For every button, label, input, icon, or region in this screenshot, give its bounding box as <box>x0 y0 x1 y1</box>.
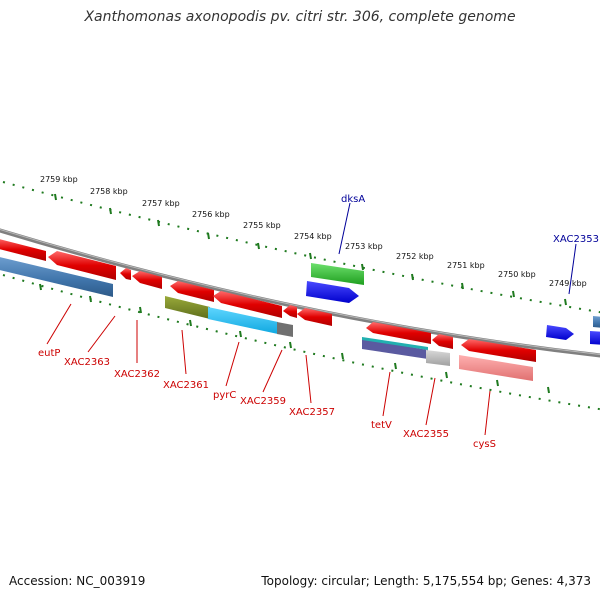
kbp-label: 2751 kbp <box>447 261 485 270</box>
kbp-label: 2755 kbp <box>243 221 281 230</box>
kbp-label: 2757 kbp <box>142 199 180 208</box>
gene-bar[interactable] <box>277 322 293 337</box>
gene-bar[interactable] <box>362 339 428 359</box>
inner-scale-dots <box>2 274 600 411</box>
gene-arrow[interactable] <box>132 271 162 289</box>
gene-arrow[interactable] <box>366 322 431 344</box>
label-leaders <box>46 202 577 436</box>
gene-bar[interactable] <box>311 263 364 285</box>
gene-label-XAC2353[interactable]: XAC2353 <box>553 234 599 245</box>
topology-text: Topology: circular; Length: 5,175,554 bp… <box>261 574 591 588</box>
gene-label-tetV[interactable]: tetV <box>371 420 392 431</box>
inner-major-ticks <box>39 283 550 394</box>
kbp-label: 2750 kbp <box>498 270 536 279</box>
kbp-label: 2753 kbp <box>345 242 383 251</box>
gene-label-XAC2357[interactable]: XAC2357 <box>289 407 335 418</box>
gene-arrow[interactable] <box>461 339 536 362</box>
strand-line <box>0 228 600 358</box>
gene-label-XAC2355[interactable]: XAC2355 <box>403 429 449 440</box>
gene-labels: eutP XAC2363 XAC2362 XAC2361 pyrC XAC235… <box>38 194 599 450</box>
gene-bar[interactable] <box>165 296 210 319</box>
gene-bar[interactable] <box>459 355 533 381</box>
gene-label-XAC2359[interactable]: XAC2359 <box>240 396 286 407</box>
gene-bar[interactable] <box>208 307 278 334</box>
gene-arrow[interactable] <box>0 238 46 261</box>
forward-strand-genes <box>306 263 600 345</box>
kbp-label: 2756 kbp <box>192 210 230 219</box>
gene-label-XAC2362[interactable]: XAC2362 <box>114 369 160 380</box>
gene-bar[interactable] <box>362 337 428 350</box>
gene-arrow[interactable] <box>297 308 332 326</box>
gene-bar[interactable] <box>593 316 600 328</box>
genome-title: Xanthomonas axonopodis pv. citri str. 30… <box>84 9 516 25</box>
kbp-labels: 2759 kbp 2758 kbp 2757 kbp 2756 kbp 2755… <box>40 175 587 288</box>
strand-line-highlight <box>0 228 600 355</box>
gene-label-XAC2361[interactable]: XAC2361 <box>163 380 209 391</box>
kbp-label: 2754 kbp <box>294 232 332 241</box>
gene-bar[interactable] <box>426 350 450 366</box>
reverse-strand-genes <box>0 238 536 362</box>
outer-scale-dots <box>2 181 600 314</box>
accession-text: Accession: NC_003919 <box>9 574 146 588</box>
kbp-label: 2749 kbp <box>549 279 587 288</box>
gene-label-dksA[interactable]: dksA <box>341 194 365 205</box>
gene-arrow[interactable] <box>283 305 297 318</box>
gene-arrow[interactable] <box>306 281 359 303</box>
kbp-label: 2758 kbp <box>90 187 128 196</box>
kbp-label: 2759 kbp <box>40 175 78 184</box>
gene-arrow[interactable] <box>432 334 453 349</box>
reverse-strand-bars <box>0 256 533 381</box>
gene-bar[interactable] <box>590 331 600 345</box>
gene-label-eutP[interactable]: eutP <box>38 348 60 359</box>
gene-label-pyrC[interactable]: pyrC <box>213 390 236 401</box>
gene-arrow[interactable] <box>120 268 131 280</box>
outer-major-ticks <box>54 193 567 306</box>
gene-bar[interactable] <box>0 256 113 297</box>
gene-label-XAC2363[interactable]: XAC2363 <box>64 357 110 368</box>
gene-arrow[interactable] <box>213 291 282 318</box>
kbp-label: 2752 kbp <box>396 252 434 261</box>
gene-arrow[interactable] <box>170 281 214 302</box>
gene-arrow[interactable] <box>546 325 574 340</box>
gene-arrow[interactable] <box>48 251 116 280</box>
gene-label-cysS[interactable]: cysS <box>473 439 496 450</box>
